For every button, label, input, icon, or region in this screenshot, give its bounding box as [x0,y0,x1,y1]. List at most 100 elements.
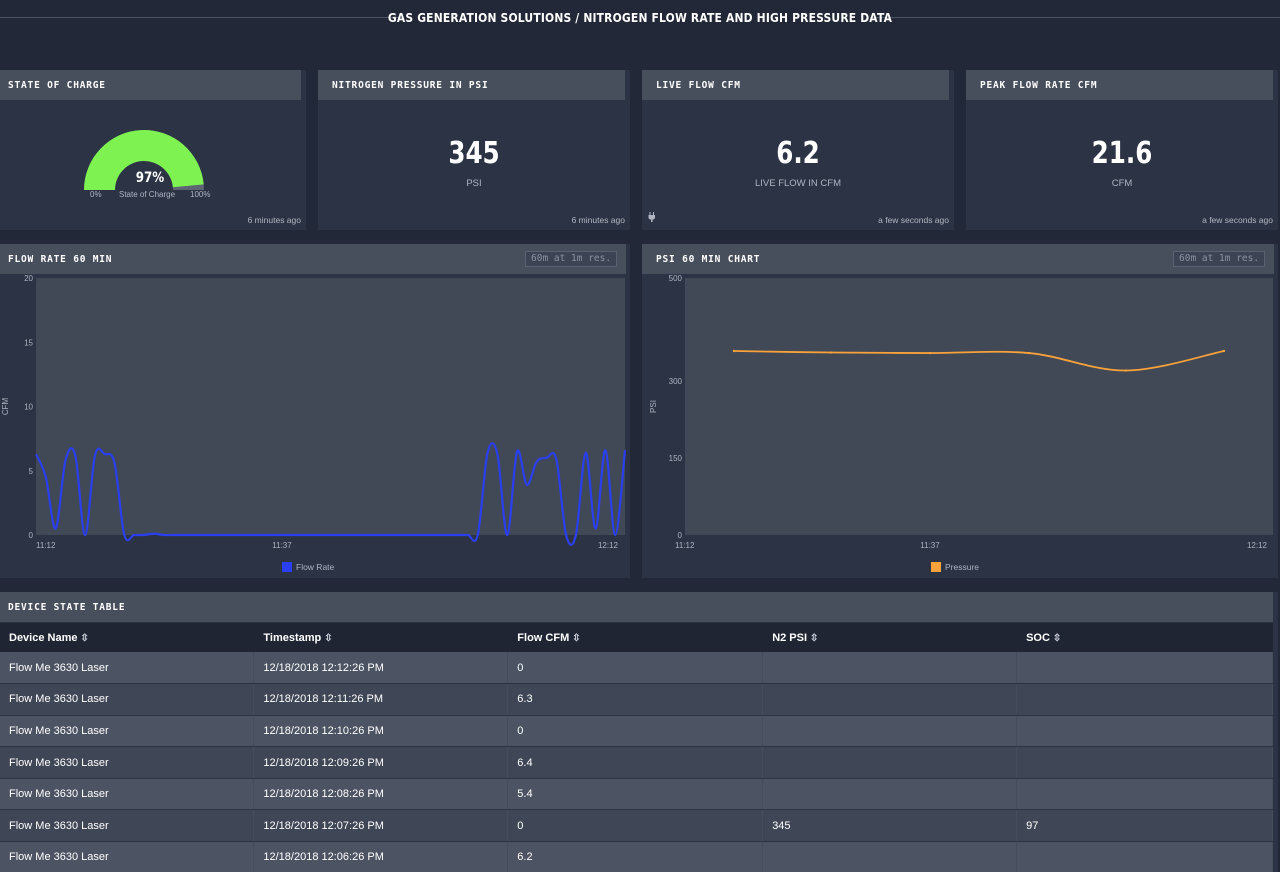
sort-icon[interactable]: ⇳ [572,632,581,644]
cell-flow-cfm: 6.2 [507,841,764,872]
charts-layer: 0 5 10 15 20 11:12 11:37 12:12 CFM 0 150 300 500 11:1… [1,274,1273,550]
peak-flow-card: PEAK FLOW RATE CFM 21.6 CFM a few second… [966,70,1278,230]
cell-timestamp: 12/18/2018 12:07:26 PM [253,809,509,843]
psi-y-tick-label: 300 [669,377,683,386]
soc-card-title: STATE OF CHARGE [8,80,106,91]
cell-soc [1016,746,1273,779]
cell-soc [1016,841,1273,872]
cell-timestamp: 12/18/2018 12:08:26 PM [253,778,509,811]
psi-x-tick-label: 11:37 [920,541,940,550]
cell-n2-psi [762,652,1018,685]
table-row[interactable]: Flow Me 3630 Laser 12/18/2018 12:12:26 PM… [0,652,1273,685]
cell-soc [1016,778,1273,811]
cell-timestamp: 12/18/2018 12:12:26 PM [253,652,509,685]
flow-series-line [34,442,627,546]
cell-flow-cfm: 0 [507,652,764,685]
column-header-device-name[interactable]: Device Name ⇳ [0,623,255,652]
peak-flow-card-title: PEAK FLOW RATE CFM [980,80,1098,91]
live-flow-card-timestamp: a few seconds ago [878,215,949,225]
live-flow-card: LIVE FLOW CFM 6.2 LIVE FLOW IN CFM a few… [642,70,954,230]
psi-data-point [928,351,932,355]
pressure-legend[interactable]: Pressure [931,562,979,572]
sort-icon[interactable]: ⇳ [1052,632,1062,644]
column-header-flow-cfm[interactable]: Flow CFM ⇳ [507,623,764,652]
psi-y-axis-label: PSI [649,400,658,413]
soc-gauge-max-label: 100% [190,190,211,199]
psi-y-tick-label: 150 [669,454,683,463]
sort-icon[interactable]: ⇳ [324,632,333,644]
cell-device-name: Flow Me 3630 Laser [0,778,255,811]
psi-panel-title: PSI 60 MIN CHART [656,254,761,265]
live-flow-card-header: LIVE FLOW CFM [642,70,949,100]
psi-data-point [732,349,736,353]
table-row[interactable]: Flow Me 3630 Laser 12/18/2018 12:10:26 PM… [0,715,1273,748]
table-row[interactable]: Flow Me 3630 Laser 12/18/2018 12:09:26 PM… [0,746,1273,779]
soc-card-timestamp: 6 minutes ago [247,215,301,225]
cell-soc: 97 [1016,809,1273,843]
device-state-panel-title: DEVICE STATE TABLE [8,602,126,613]
peak-flow-card-timestamp: a few seconds ago [1202,215,1273,225]
cell-timestamp: 12/18/2018 12:06:26 PM [253,841,509,872]
pressure-card: NITROGEN PRESSURE IN PSI 345 PSI 6 minut… [318,70,630,230]
cell-n2-psi [762,778,1018,811]
cell-flow-cfm: 5.4 [507,778,764,811]
cell-device-name: Flow Me 3630 Laser [0,746,255,779]
flow-rate-legend[interactable]: Flow Rate [282,562,334,572]
cell-timestamp: 12/18/2018 12:09:26 PM [253,746,509,779]
psi-y-tick-label: 500 [669,274,683,283]
flow-y-tick-label: 15 [24,338,33,347]
column-header-soc[interactable]: SOC ⇳ [1016,623,1273,652]
flow-x-tick-label: 12:12 [598,541,619,550]
cell-n2-psi [762,715,1018,748]
table-row[interactable]: Flow Me 3630 Laser 12/18/2018 12:11:26 PM… [0,683,1273,716]
cell-device-name: Flow Me 3630 Laser [0,715,255,748]
cell-flow-cfm: 6.4 [507,746,764,779]
psi-x-tick-label: 11:12 [675,541,695,550]
soc-gauge-caption: State of Charge [119,190,176,199]
psi-series-line [733,350,1225,372]
flow-rate-legend-swatch [282,562,292,572]
peak-flow-card-header: PEAK FLOW RATE CFM [966,70,1273,100]
table-row[interactable]: Flow Me 3630 Laser 12/18/2018 12:08:26 PM… [0,778,1273,811]
psi-y-tick-label: 0 [678,531,683,540]
cell-timestamp: 12/18/2018 12:10:26 PM [253,715,509,748]
cell-timestamp: 12/18/2018 12:11:26 PM [253,683,509,716]
psi-data-point [1027,351,1031,355]
psi-data-point [829,351,833,354]
pressure-legend-label: Pressure [945,562,980,572]
pressure-unit: PSI [466,178,482,189]
pressure-card-title: NITROGEN PRESSURE IN PSI [332,80,489,91]
flow-rate-legend-label: Flow Rate [296,562,335,572]
sort-icon[interactable]: ⇳ [80,632,89,644]
flow-rate-resolution-badge[interactable]: 60m at 1m res. [525,251,618,267]
device-state-panel-header: DEVICE STATE TABLE [0,592,1273,622]
table-row[interactable]: Flow Me 3630 Laser 12/18/2018 12:07:26 PM… [0,809,1273,843]
psi-resolution-badge[interactable]: 60m at 1m res. [1173,251,1266,267]
peak-flow-unit: CFM [1111,178,1133,189]
column-header-timestamp[interactable]: Timestamp ⇳ [253,623,509,652]
soc-card-header: STATE OF CHARGE [0,70,301,100]
cell-n2-psi [762,841,1018,872]
live-flow-unit: LIVE FLOW IN CFM [754,178,842,189]
psi-data-point [1124,369,1128,372]
psi-panel-header: PSI 60 MIN CHART 60m at 1m res. [642,244,1274,274]
flow-rate-panel-title: FLOW RATE 60 MIN [8,254,113,265]
flow-y-tick-label: 5 [29,467,34,476]
sort-icon[interactable]: ⇳ [810,632,819,644]
cell-n2-psi [762,746,1018,779]
flow-x-tick-label: 11:12 [36,541,56,550]
header-divider-left [0,17,402,18]
table-row[interactable]: Flow Me 3630 Laser 12/18/2018 12:06:26 PM… [0,841,1273,872]
plug-icon [648,212,655,222]
cell-n2-psi: 345 [762,809,1018,843]
soc-card: STATE OF CHARGE 97% 0% State of Charge 1… [0,70,306,230]
flow-rate-panel-header: FLOW RATE 60 MIN 60m at 1m res. [0,244,626,274]
psi-plot-area [685,278,1273,535]
cell-soc [1016,683,1273,716]
soc-gauge-fill [84,130,204,190]
cell-flow-cfm: 6.3 [507,683,764,716]
flow-x-tick-label: 11:37 [272,541,292,550]
flow-y-tick-label: 10 [24,403,33,412]
column-header-n2-psi[interactable]: N2 PSI ⇳ [762,623,1018,652]
peak-flow-value: 21.6 [1091,136,1153,171]
